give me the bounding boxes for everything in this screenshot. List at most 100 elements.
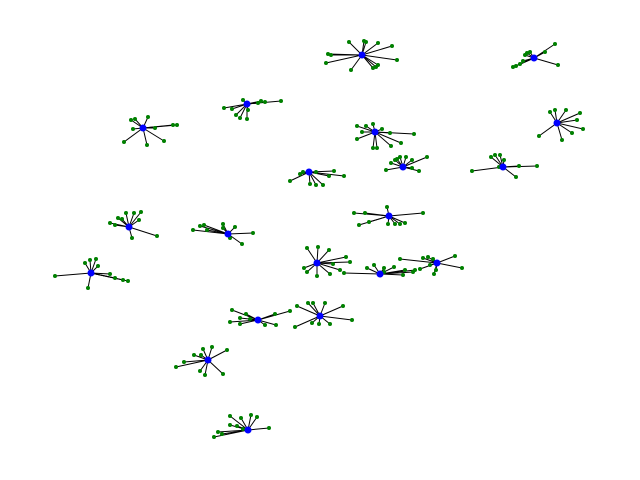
leaf-node (308, 182, 312, 186)
leaf-node (263, 100, 267, 104)
leaf-node (537, 134, 541, 138)
leaf-node (425, 155, 429, 159)
leaf-node (514, 175, 518, 179)
leaf-node (295, 304, 299, 308)
leaf-node (553, 42, 557, 46)
leaf-node (249, 413, 253, 417)
graph-edge (123, 127, 144, 143)
leaf-node (311, 301, 315, 305)
leaf-node (113, 223, 117, 227)
leaf-node (410, 166, 414, 170)
leaf-node (399, 141, 403, 145)
leaf-node (205, 228, 209, 232)
leaf-node (212, 435, 216, 439)
leaf-node (363, 211, 367, 215)
leaf-node (199, 353, 203, 357)
leaf-node (314, 183, 318, 187)
leaf-node (535, 164, 539, 168)
leaf-node (230, 107, 234, 111)
graph-edge (316, 262, 341, 271)
edges-layer (54, 40, 584, 438)
leaf-node (86, 286, 90, 290)
leaf-node (432, 272, 436, 276)
leaf-node (398, 222, 402, 226)
graph-edge (361, 45, 393, 56)
graph-edge (229, 319, 259, 323)
leaf-node (388, 131, 392, 135)
graph-edge (247, 427, 270, 431)
leaf-node (348, 260, 352, 264)
leaf-node (240, 242, 244, 246)
leaf-node (221, 226, 225, 230)
leaf-node (434, 268, 438, 272)
leaf-node (255, 415, 259, 419)
leaf-node (543, 50, 547, 54)
graph-edge (289, 171, 310, 182)
leaf-node (241, 427, 245, 431)
hub-node (204, 356, 212, 364)
leaf-node (122, 140, 126, 144)
graph-edge (399, 258, 438, 264)
leaf-node (221, 222, 225, 226)
leaf-node (453, 254, 457, 258)
leaf-node (162, 139, 166, 143)
graph-edge (54, 272, 92, 277)
graph-edge (183, 359, 209, 363)
leaf-node (371, 122, 375, 126)
hub-node (376, 270, 384, 278)
leaf-node (256, 101, 260, 105)
leaf-node (139, 210, 143, 214)
leaf-node (238, 322, 242, 326)
graph-edge (379, 271, 414, 275)
leaf-node (306, 301, 310, 305)
leaf-node (298, 172, 302, 176)
leaf-node (314, 170, 318, 174)
hub-node (385, 212, 393, 220)
leaf-node (230, 308, 234, 312)
leaf-node (113, 276, 117, 280)
graph-edge (308, 170, 335, 173)
graph-edge (402, 156, 428, 168)
leaf-node (367, 220, 371, 224)
graph-edge (294, 315, 321, 328)
graph-edge (361, 54, 398, 61)
leaf-node (302, 266, 306, 270)
leaf-node (498, 153, 502, 157)
leaf-node (355, 137, 359, 141)
hub-node (87, 269, 95, 277)
leaf-node (132, 211, 136, 215)
leaf-node (130, 236, 134, 240)
leaf-node (395, 157, 399, 161)
leaf-node (386, 222, 390, 226)
leaf-node (344, 255, 348, 259)
leaf-node (220, 432, 224, 436)
leaf-node (94, 257, 98, 261)
leaf-node (241, 98, 245, 102)
leaf-node (578, 111, 582, 115)
leaf-node (222, 106, 226, 110)
graph-edge (343, 272, 381, 275)
leaf-node (560, 138, 564, 142)
leaf-node (235, 424, 239, 428)
leaf-node (382, 266, 386, 270)
leaf-node (129, 118, 133, 122)
leaf-node (564, 108, 568, 112)
leaf-node (221, 372, 225, 376)
leaf-node (385, 205, 389, 209)
leaf-node (310, 321, 314, 325)
leaf-node (251, 231, 255, 235)
leaf-node (293, 325, 297, 329)
leaf-node (357, 223, 361, 227)
graph-edge (436, 262, 463, 269)
leaf-node (331, 262, 335, 266)
leaf-node (342, 174, 346, 178)
hub-node (244, 426, 252, 434)
leaf-node (371, 66, 375, 70)
leaf-node (404, 155, 408, 159)
leaf-node (514, 64, 518, 68)
leaf-node (398, 155, 402, 159)
leaf-node (384, 168, 388, 172)
leaf-node (263, 323, 267, 327)
leaf-node (153, 126, 157, 130)
leaf-node (175, 123, 179, 127)
